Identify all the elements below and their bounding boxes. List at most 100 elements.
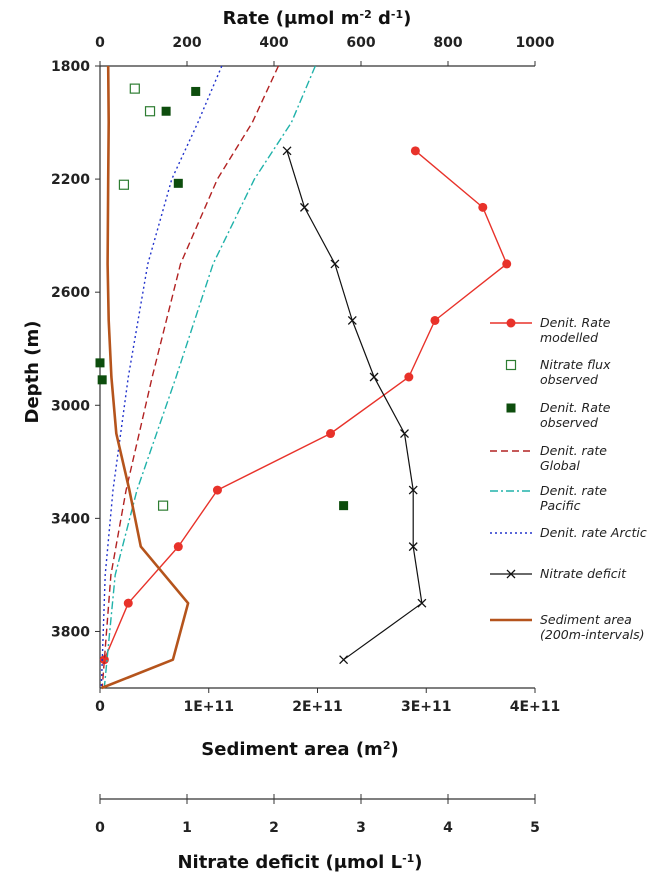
legend-item-denit-rate-pacific: Denit. rate Pacific — [490, 483, 607, 513]
series-layer — [95, 65, 512, 690]
rate-tick-label: 800 — [433, 35, 462, 51]
denit-rate-modelled-point — [173, 542, 183, 552]
legend-label: Denit. rate Pacific — [540, 483, 607, 513]
legend-label: Sediment area (200m-intervals) — [540, 612, 644, 642]
rate-tick-label: 200 — [172, 35, 201, 51]
denit-rate-observed-point — [161, 106, 171, 116]
series-sediment-area-200m-intervals — [101, 65, 190, 690]
nitrate-deficit-point — [369, 372, 379, 382]
sediment-tick-label: 4E+11 — [510, 699, 561, 715]
denit-rate-arctic-line — [100, 65, 223, 689]
denit-rate-modelled-point — [478, 202, 488, 212]
sediment-area-200m-intervals-line — [101, 65, 190, 690]
deficit-ticks: 0 1 2 3 4 5 — [95, 794, 540, 836]
denit-rate-observed-point — [173, 178, 183, 188]
nitrate-flux-observed-point — [144, 106, 156, 117]
nitrate-deficit-point — [400, 429, 409, 439]
legend-label: Denit. rate Global — [540, 443, 607, 473]
series-denit-rate-arctic — [100, 65, 223, 689]
denit-rate-observed-point — [97, 375, 107, 385]
sediment-tick-label: 1E+11 — [183, 699, 234, 715]
denit-rate-global-line — [101, 65, 280, 689]
legend-item-denit-rate-modelled: Denit. Rate modelled — [490, 315, 611, 345]
depth-ticks: 1800 2200 2600 3000 3400 3800 — [51, 59, 100, 640]
denit-rate-modelled-point — [410, 146, 420, 156]
legend-label: Nitrate deficit — [540, 566, 627, 581]
legend-item-nitrate-deficit: Nitrate deficit — [490, 566, 627, 581]
legend-item-sediment-area-200m-intervals: Sediment area (200m-intervals) — [490, 612, 644, 642]
depth-tick-label: 3400 — [51, 511, 90, 527]
legend-item-nitrate-flux-observed: Nitrate flux observed — [505, 357, 611, 387]
depth-tick-label: 1800 — [51, 59, 90, 75]
deficit-tick-label: 5 — [530, 820, 540, 836]
legend-item-denit-rate-observed: Denit. Rate observed — [506, 400, 611, 430]
nitrate-deficit-line — [286, 150, 423, 661]
nitrate-deficit-point — [282, 146, 292, 156]
depth-axis-title: Depth (m) — [22, 321, 43, 424]
denit-rate-modelled-point — [502, 259, 512, 269]
legend-label: Denit. Rate modelled — [540, 315, 611, 345]
nitrate-deficit-point — [408, 485, 418, 495]
sediment-tick-label: 0 — [95, 699, 105, 715]
series-nitrate-deficit — [282, 146, 427, 665]
rate-tick-label: 400 — [259, 35, 288, 51]
deficit-tick-label: 2 — [269, 820, 279, 836]
nitrate-flux-observed-point — [129, 83, 140, 94]
rate-tick-label: 1000 — [516, 35, 555, 51]
legend-point — [505, 359, 517, 371]
denit-rate-modelled-point — [99, 655, 109, 665]
deficit-axis-title: Nitrate deficit (μmol L-1) — [177, 852, 422, 874]
rate-tick-label: 0 — [95, 35, 105, 51]
legend-label: Denit. rate Arctic — [540, 525, 647, 540]
sediment-axis-title: Sediment area (m2) — [201, 739, 398, 761]
rate-unit-sup2: -1 — [391, 8, 403, 21]
nitrate-deficit-point — [408, 542, 418, 552]
deficit-tick-label: 0 — [95, 820, 105, 836]
legend-label: Nitrate flux observed — [540, 357, 611, 387]
denit-rate-modelled-point — [326, 429, 336, 439]
sediment-tick-label: 3E+11 — [401, 699, 452, 715]
series-denit-rate-pacific — [103, 65, 316, 689]
denit-rate-observed-point — [95, 358, 105, 368]
rate-ticks: 0 200 400 600 800 1000 — [95, 35, 555, 66]
denit-rate-pacific-line — [103, 65, 316, 689]
denit-rate-observed-point — [339, 501, 349, 511]
depth-tick-label: 2200 — [51, 172, 90, 188]
series-denit-rate-global — [101, 65, 280, 689]
nitrate-deficit-point — [347, 315, 357, 325]
deficit-tick-label: 3 — [356, 820, 366, 836]
deficit-tick-label: 4 — [443, 820, 453, 836]
sediment-unit-sup: 2 — [383, 739, 391, 752]
rate-tick-label: 600 — [346, 35, 375, 51]
nitrate-deficit-point — [339, 655, 349, 665]
depth-tick-label: 3800 — [51, 624, 90, 640]
depth-tick-label: 2600 — [51, 285, 90, 301]
series-denit-rate-modelled — [99, 146, 512, 665]
legend-point — [506, 318, 516, 328]
nitrate-flux-observed-point — [118, 179, 130, 190]
denit-rate-modelled-point — [404, 372, 414, 382]
nitrate-deficit-point — [299, 202, 309, 212]
denit-rate-modelled-point — [212, 485, 222, 495]
series-denit-rate-observed — [95, 86, 349, 511]
denit-rate-observed-point — [191, 86, 201, 96]
denit-rate-modelled-point — [430, 315, 440, 325]
sediment-ticks: 0 1E+11 2E+11 3E+11 4E+11 — [95, 688, 560, 715]
denit-rate-modelled-point — [123, 598, 133, 608]
denit-rate-modelled-line — [103, 150, 508, 660]
series-nitrate-flux-observed — [118, 83, 169, 511]
nitrate-flux-observed-point — [157, 500, 169, 511]
nitrate-deficit-point — [417, 598, 427, 608]
rate-unit-sup: -2 — [360, 8, 372, 21]
deficit-unit-sup: -1 — [402, 852, 414, 865]
legend-point — [506, 569, 516, 579]
legend-item-denit-rate-global: Denit. rate Global — [490, 443, 607, 473]
deficit-tick-label: 1 — [182, 820, 192, 836]
nitrate-deficit-point — [330, 259, 340, 269]
legend-item-denit-rate-arctic: Denit. rate Arctic — [490, 525, 647, 540]
sediment-tick-label: 2E+11 — [292, 699, 343, 715]
legend: Denit. Rate modelled Nitrate flux observed D… — [490, 315, 647, 642]
rate-axis-title: Rate (μmol m-2 d-1) — [223, 8, 412, 30]
legend-label: Denit. Rate observed — [540, 400, 611, 430]
